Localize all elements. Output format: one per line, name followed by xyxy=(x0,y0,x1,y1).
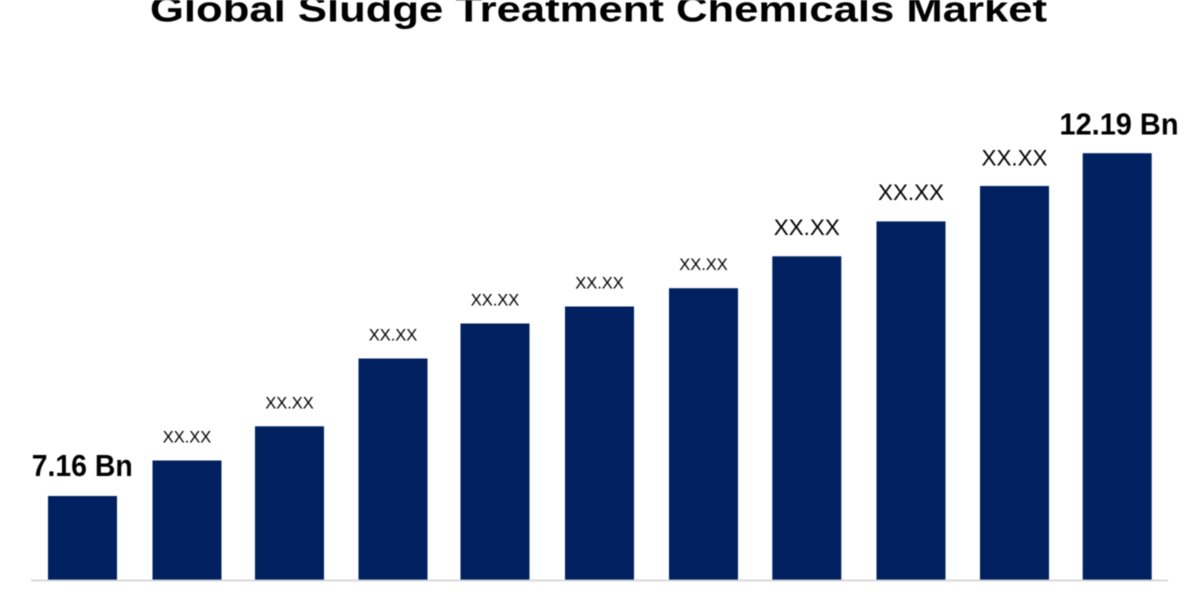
svg-text:XX.XX: XX.XX xyxy=(471,291,520,310)
svg-text:Global Sludge Treatment Chemic: Global Sludge Treatment Chemicals Market xyxy=(150,0,1047,29)
svg-text:12.19 Bn: 12.19 Bn xyxy=(1060,108,1179,142)
svg-text:7.16 Bn: 7.16 Bn xyxy=(32,449,133,483)
svg-text:XX.XX: XX.XX xyxy=(982,146,1048,171)
svg-text:XX.XX: XX.XX xyxy=(878,180,944,205)
svg-text:XX.XX: XX.XX xyxy=(163,428,212,447)
svg-text:XX.XX: XX.XX xyxy=(369,326,418,345)
svg-text:XX.XX: XX.XX xyxy=(679,255,728,274)
svg-text:XX.XX: XX.XX xyxy=(774,215,840,240)
svg-text:XX.XX: XX.XX xyxy=(265,393,314,412)
svg-text:XX.XX: XX.XX xyxy=(575,274,624,293)
